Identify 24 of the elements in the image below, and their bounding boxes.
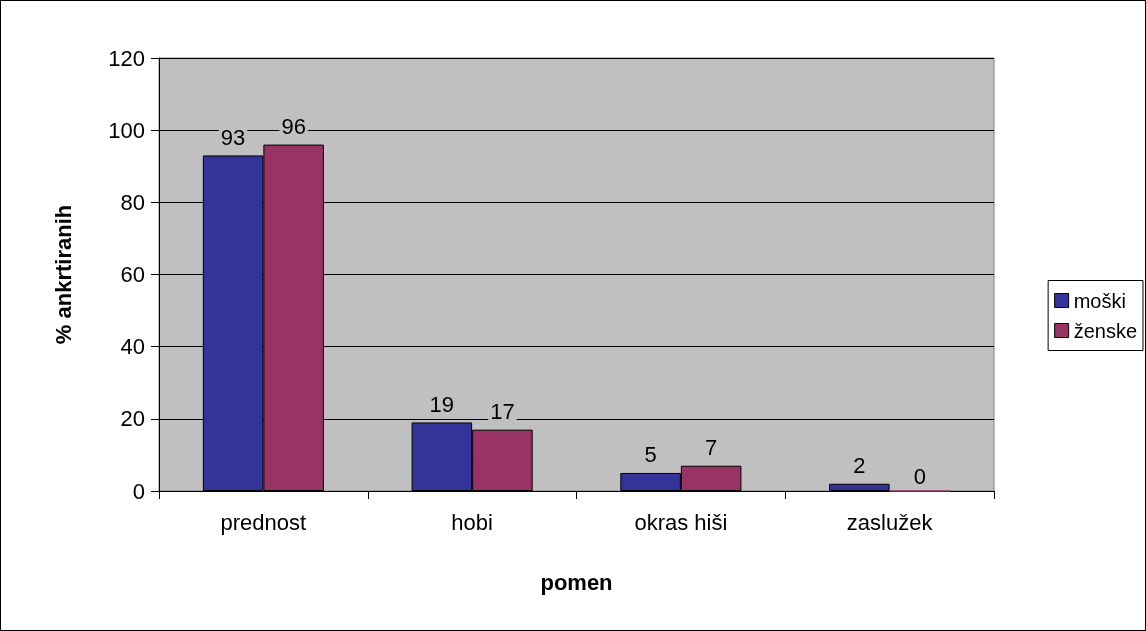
x-tick-label: hobi <box>451 509 493 535</box>
data-label: 19 <box>429 391 455 417</box>
legend-label: moški <box>1073 289 1126 312</box>
y-tick-label: 100 <box>108 117 145 143</box>
y-axis-title: % ankrtiranih <box>50 204 76 345</box>
y-tick-label: 120 <box>108 45 145 71</box>
data-label: 7 <box>705 435 718 461</box>
legend-label: ženske <box>1073 319 1138 342</box>
x-tick-label: prednost <box>220 509 307 535</box>
bar <box>829 483 890 491</box>
y-tick-label: 0 <box>132 478 145 504</box>
data-label: 93 <box>220 124 246 150</box>
x-tick-label: okras hiši <box>634 509 728 535</box>
y-tick-label: 60 <box>120 262 145 287</box>
y-tick-label: 40 <box>120 334 145 360</box>
x-tick-label: zaslužek <box>846 509 934 535</box>
y-tick-label: 80 <box>120 189 145 215</box>
data-label: 96 <box>281 114 306 140</box>
data-label: 2 <box>853 453 866 479</box>
data-label: 0 <box>913 464 927 489</box>
data-label: 5 <box>644 442 657 468</box>
data-label: 17 <box>490 399 515 425</box>
x-axis-title: pomen <box>540 569 613 595</box>
y-tick-label: 20 <box>120 406 145 432</box>
